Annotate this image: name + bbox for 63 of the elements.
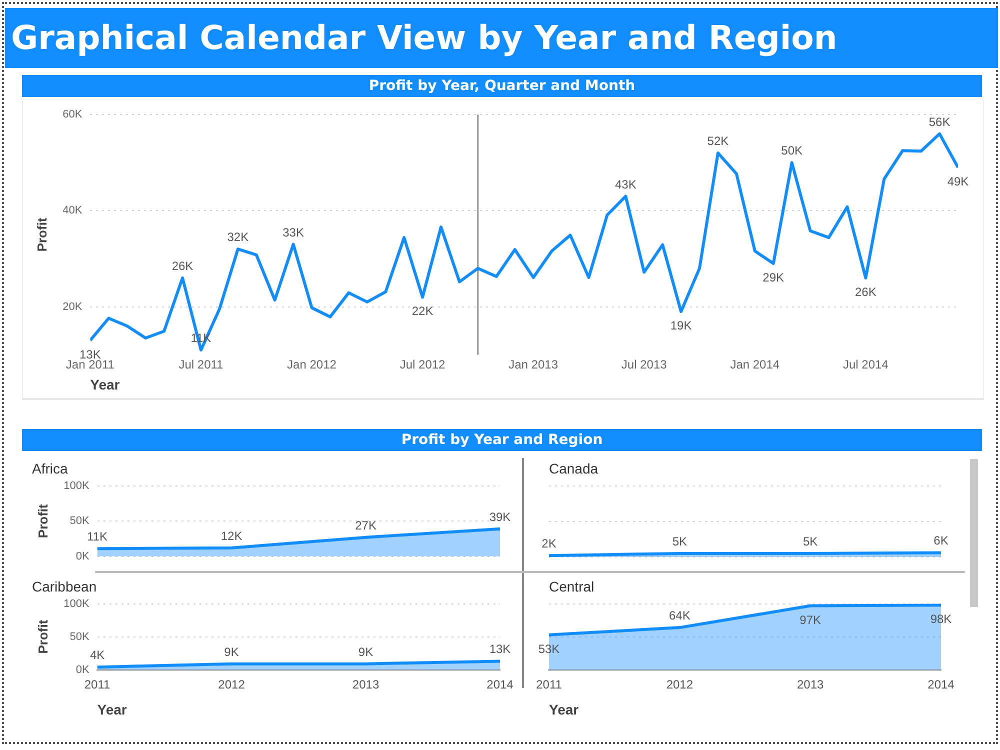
x-tick-label: Jan 2013 [508, 357, 558, 372]
x-tick-label: 2013 [352, 677, 380, 692]
chart-subtitle: Canada [549, 460, 598, 476]
data-label: 32K [227, 230, 249, 244]
data-label: 5K [802, 534, 818, 548]
data-label: 49K [947, 174, 969, 188]
y-axis-title: Profit [35, 619, 50, 654]
y-tick-label: 60K [62, 108, 83, 121]
chart-title: Profit by Year and Region [22, 429, 982, 451]
data-label: 56K [928, 114, 950, 129]
data-label: 5K [672, 534, 688, 548]
y-tick-label: 50K [70, 515, 90, 528]
data-label: 29K [762, 270, 784, 285]
x-tick-label: Jan 2012 [287, 357, 337, 372]
y-axis-title: Profit [34, 217, 50, 252]
data-label: 9K [358, 644, 374, 659]
x-axis-title: Year [90, 376, 120, 392]
data-label: 52K [707, 134, 729, 148]
x-tick-label: 2013 [796, 677, 824, 692]
y-axis-title: Profit [35, 503, 50, 538]
data-label: 11K [87, 530, 108, 544]
data-label: 39K [489, 510, 511, 524]
x-tick-label: 2011 [84, 677, 111, 692]
chart-title: Graphical Calendar View by Year and Region [5, 8, 998, 68]
data-label: 64K [668, 608, 690, 623]
data-label: 26K [855, 284, 876, 299]
chart-subtitle: Caribbean [32, 578, 97, 594]
x-tick-label: 2014 [928, 677, 955, 692]
x-tick-label: 2012 [666, 677, 694, 692]
data-label: 4K [90, 648, 105, 662]
data-label: 2K [542, 536, 556, 551]
chart-subtitle: Africa [32, 460, 68, 476]
data-label: 12K [220, 528, 242, 543]
data-label: 27K [355, 518, 376, 532]
y-tick-label: 0K [76, 550, 90, 562]
chart-subtitle: Central [549, 578, 594, 594]
data-label: 26K [172, 258, 194, 273]
y-tick-label: 0K [76, 664, 90, 676]
x-tick-label: 2014 [486, 677, 514, 692]
y-tick-label: 50K [70, 630, 90, 643]
x-tick-label: Jul 2012 [400, 357, 446, 372]
data-label: 43K [614, 177, 636, 192]
data-label: 33K [282, 225, 304, 240]
x-tick-label: Jul 2014 [842, 357, 889, 372]
y-tick-label: 40K [62, 204, 83, 217]
data-label: 6K [934, 534, 948, 548]
data-label: 97K [800, 612, 822, 627]
x-tick-label: Jul 2011 [178, 357, 224, 372]
y-tick-label: 20K [62, 300, 83, 313]
x-tick-label: Jan 2014 [730, 357, 780, 372]
y-tick-label: 100K [64, 598, 90, 610]
data-label: 19K [670, 318, 692, 333]
chart-subtitle: Profit by Year, Quarter and Month [22, 75, 982, 97]
x-tick-label: 2012 [218, 677, 246, 692]
x-axis-title: Year [97, 701, 128, 718]
data-label: 50K [781, 144, 802, 158]
x-tick-label: 2011 [536, 677, 562, 692]
data-label: 22K [412, 304, 434, 318]
data-label: 9K [224, 644, 239, 659]
x-axis-title: Year [549, 701, 580, 718]
x-tick-label: Jul 2013 [621, 357, 668, 372]
data-label: 13K [489, 642, 511, 656]
y-tick-label: 100K [64, 480, 90, 492]
